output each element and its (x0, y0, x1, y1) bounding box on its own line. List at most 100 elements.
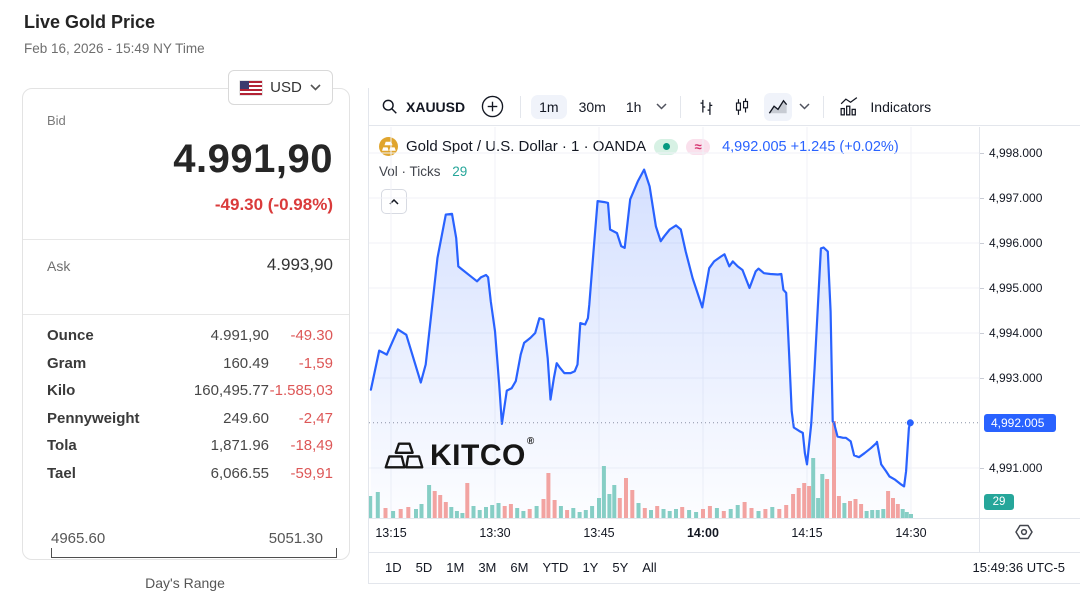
price-axis[interactable]: 4,998.000 4,997.000 4,996.000 4,995.000 4,99… (979, 127, 1080, 552)
volume-bar (721, 511, 726, 518)
price-scale-settings-gear-icon[interactable] (1014, 522, 1034, 547)
volume-ticks-badge: 29 (984, 494, 1014, 510)
range-button-1Y[interactable]: 1Y (582, 560, 599, 575)
price-tick-mark (980, 333, 984, 334)
chevron-down-icon[interactable] (799, 103, 810, 110)
volume-bar (454, 511, 459, 518)
chart-widget: XAUUSD 1m 30m 1h (368, 88, 1080, 584)
volume-bar (546, 473, 551, 518)
range-button-All[interactable]: All (642, 560, 657, 575)
volume-bar (449, 507, 454, 518)
volume-bar (859, 504, 864, 518)
unit-value: 160.49 (223, 354, 269, 372)
bid-label: Bid (47, 113, 66, 128)
kitco-watermark-text: KITCO® (430, 436, 535, 472)
approx-price-icon[interactable]: ≈ (686, 138, 711, 155)
volume-bar (777, 509, 782, 518)
market-status-icon[interactable] (654, 138, 679, 155)
range-button-3M[interactable]: 3M (478, 560, 497, 575)
price-tick-label: 4,998.000 (989, 146, 1043, 160)
collapse-legend-button[interactable] (381, 189, 407, 214)
unit-value: 4.991,90 (210, 327, 269, 344)
unit-change: -1.585,03 (269, 382, 333, 399)
currency-selector[interactable]: USD (228, 70, 333, 105)
volume-bar (707, 506, 712, 518)
page-datetime: Feb 16, 2026 - 15:49 NY Time (24, 41, 205, 56)
unit-change: -49.30 (290, 327, 333, 344)
volume-bar (443, 502, 448, 518)
unit-change: -18,49 (290, 437, 333, 454)
chevron-down-icon (310, 84, 321, 91)
area-style-icon[interactable] (764, 92, 793, 121)
area-fill (370, 169, 911, 518)
volume-bar (756, 511, 761, 518)
page-title: Live Gold Price (24, 12, 156, 32)
volume-bar (832, 421, 836, 518)
time-tick-label: 14:30 (895, 526, 927, 540)
unit-label: Kilo (47, 382, 76, 399)
volume-bar (558, 506, 563, 518)
last-price-badge: 4,992.005 (984, 413, 1056, 432)
volume-bar (484, 507, 488, 518)
range-button-1D[interactable]: 1D (385, 560, 402, 575)
unit-value: 249.60 (223, 409, 269, 427)
volume-bar (891, 498, 895, 518)
candles-style-icon[interactable] (728, 93, 756, 121)
interval-chip-1m[interactable]: 1m (531, 94, 567, 119)
volume-bar (900, 509, 905, 518)
volume-bar (674, 509, 678, 518)
volume-bar (655, 506, 660, 518)
kitco-gold-bars-icon (384, 442, 424, 469)
interval-chip-1h[interactable]: 1h (625, 98, 642, 115)
volume-bar (816, 498, 821, 518)
price-tick-mark (980, 198, 984, 199)
time-axis[interactable]: 13:15 13:30 13:45 14:00 14:15 14:30 (369, 518, 979, 551)
search-icon[interactable] (381, 98, 398, 115)
volume-bar (427, 485, 432, 518)
volume-bar (742, 502, 747, 518)
kitco-watermark: KITCO® (383, 436, 535, 472)
symbol-title[interactable]: Gold Spot / U.S. Dollar · 1 · OANDA (406, 138, 647, 155)
volume-bar (477, 510, 482, 518)
volume-bar (784, 505, 789, 518)
bars-style-icon[interactable] (692, 93, 720, 121)
indicators-button[interactable]: Indicators (870, 98, 932, 115)
volume-bar (583, 510, 588, 518)
volume-bar (496, 503, 501, 518)
plus-circle-icon[interactable] (481, 95, 504, 118)
price-tick-label: 4,996.000 (989, 236, 1043, 250)
interval-chip-30m[interactable]: 30m (578, 98, 606, 115)
volume-bar (391, 511, 396, 518)
volume-bar (909, 514, 913, 518)
time-tick-label: 13:15 (375, 526, 407, 540)
volume-bar (630, 490, 635, 518)
price-tick-label: 4,993.000 (989, 371, 1043, 385)
volume-bar (534, 506, 539, 518)
volume-bar (886, 491, 891, 518)
symbol-search-button[interactable]: XAUUSD (406, 98, 466, 115)
volume-bar (471, 506, 476, 518)
clock: 15:49:36 UTC-5 (972, 560, 1066, 575)
price-chart-canvas[interactable] (369, 127, 979, 518)
volume-bar (687, 510, 692, 518)
bid-value: 4.991,90 (173, 137, 333, 181)
chevron-down-icon[interactable] (656, 103, 667, 110)
volume-bar (680, 507, 685, 518)
time-tick-label: 14:15 (791, 526, 823, 540)
units-table: Ounce 4.991,90 -49.30 Gram 160.49 -1,59 Kilo 16… (23, 322, 349, 487)
volume-bar (369, 496, 373, 518)
range-button-6M[interactable]: 6M (510, 560, 529, 575)
last-price-dot (906, 419, 914, 427)
toolbar-separator (680, 95, 682, 118)
range-button-1M[interactable]: 1M (446, 560, 465, 575)
volume-bar (842, 503, 847, 518)
indicators-icon[interactable] (835, 93, 863, 121)
volume-bar (802, 483, 807, 518)
range-button-YTD[interactable]: YTD (542, 560, 569, 575)
day-range-bracket (51, 548, 337, 558)
day-range-low: 4965.60 (51, 530, 106, 547)
range-button-5D[interactable]: 5D (415, 560, 433, 575)
range-button-5Y[interactable]: 5Y (612, 560, 629, 575)
unit-label: Tael (47, 464, 76, 482)
